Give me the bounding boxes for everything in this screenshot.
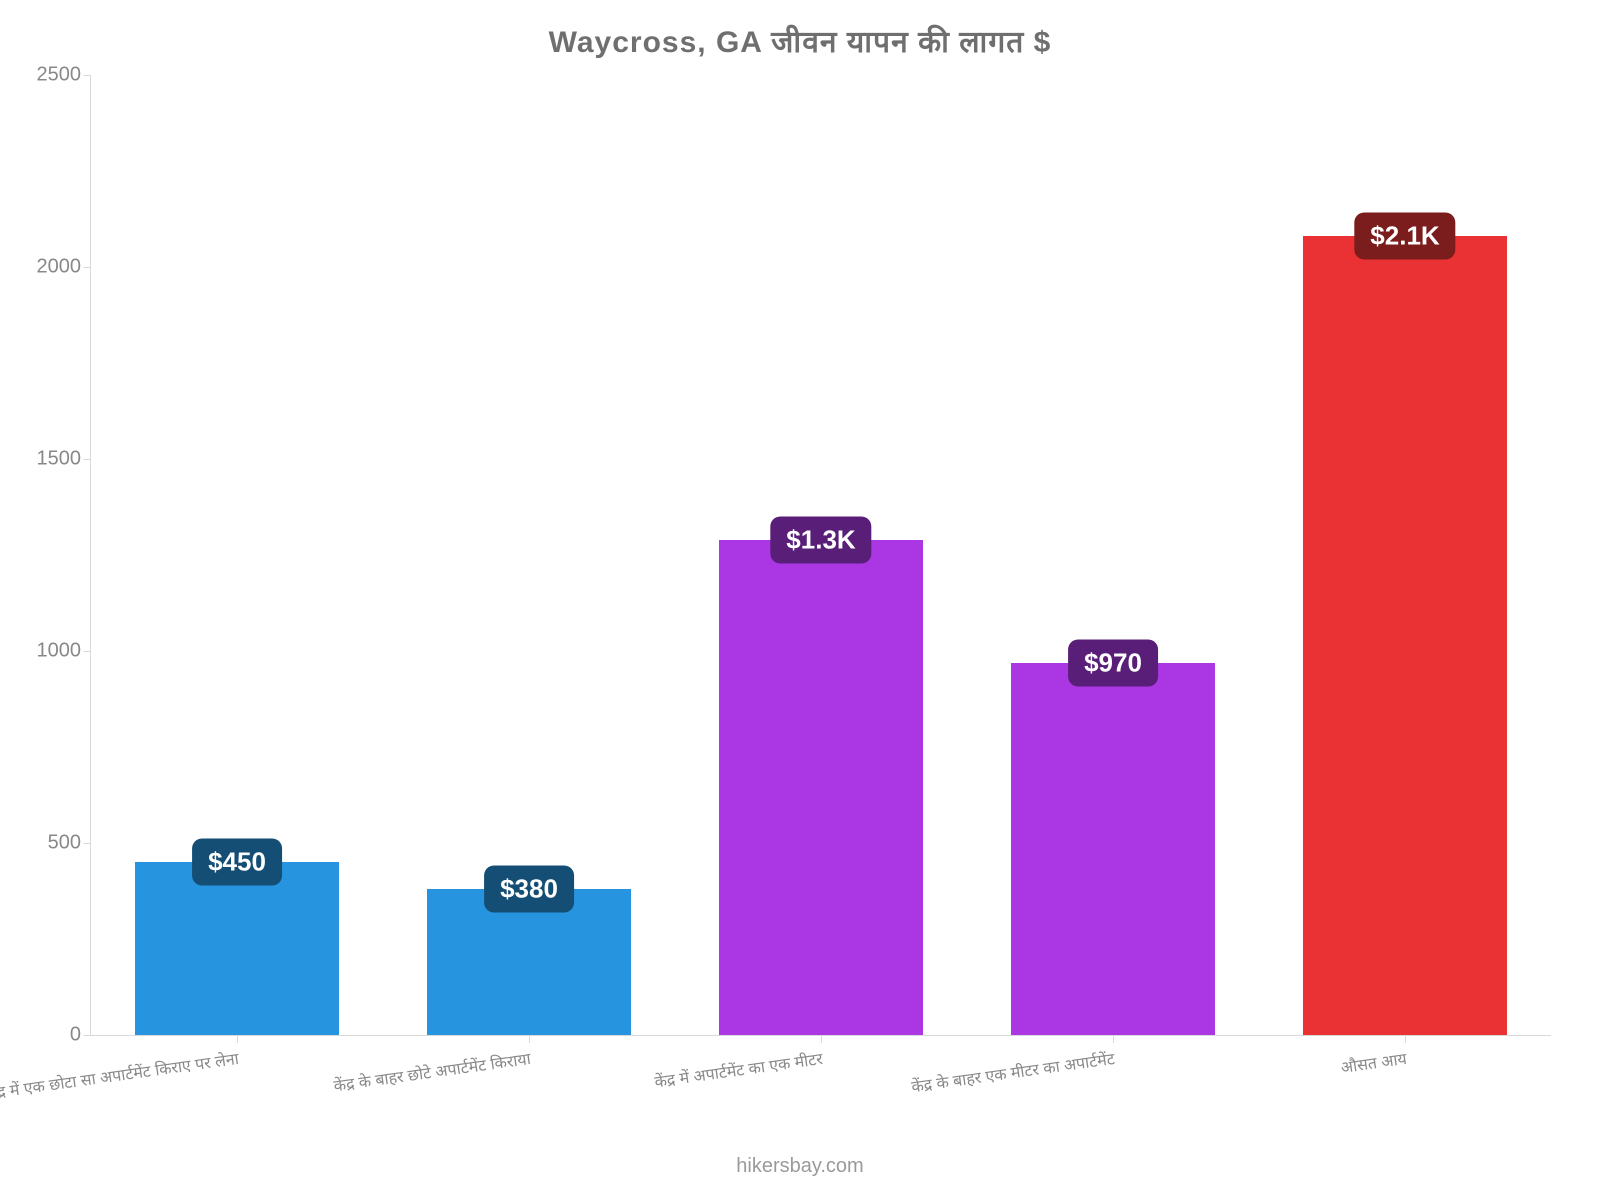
bar-value-label: $970 <box>1068 639 1158 686</box>
y-tick-label: 0 <box>21 1024 81 1047</box>
bar-value-label: $380 <box>484 866 574 913</box>
y-tick-label: 1500 <box>21 448 81 471</box>
y-tick-line <box>83 843 91 844</box>
y-tick-line <box>83 75 91 76</box>
bar-value-label: $1.3K <box>770 516 871 563</box>
y-tick-label: 2000 <box>21 256 81 279</box>
y-tick-label: 1000 <box>21 640 81 663</box>
chart-container: Waycross, GA जीवन यापन की लागत $ 0500100… <box>0 0 1600 1200</box>
bar-value-label: $2.1K <box>1354 213 1455 260</box>
bar-value-label: $450 <box>192 839 282 886</box>
plot-area: 05001000150020002500$450केंद्र में एक छो… <box>90 75 1551 1036</box>
y-tick-line <box>83 459 91 460</box>
bar <box>719 540 923 1035</box>
x-tick-mark <box>1405 1035 1406 1043</box>
bar <box>135 862 339 1035</box>
chart-title: Waycross, GA जीवन यापन की लागत $ <box>0 20 1600 61</box>
x-tick-mark <box>529 1035 530 1043</box>
x-tick-mark <box>1113 1035 1114 1043</box>
x-tick-mark <box>821 1035 822 1043</box>
y-tick-label: 2500 <box>21 64 81 87</box>
chart-footer: hikersbay.com <box>0 1155 1600 1178</box>
y-tick-line <box>83 651 91 652</box>
y-tick-label: 500 <box>21 832 81 855</box>
bar <box>1011 663 1215 1035</box>
x-tick-mark <box>237 1035 238 1043</box>
bar <box>1303 236 1507 1035</box>
y-tick-line <box>83 267 91 268</box>
y-tick-line <box>83 1035 91 1036</box>
